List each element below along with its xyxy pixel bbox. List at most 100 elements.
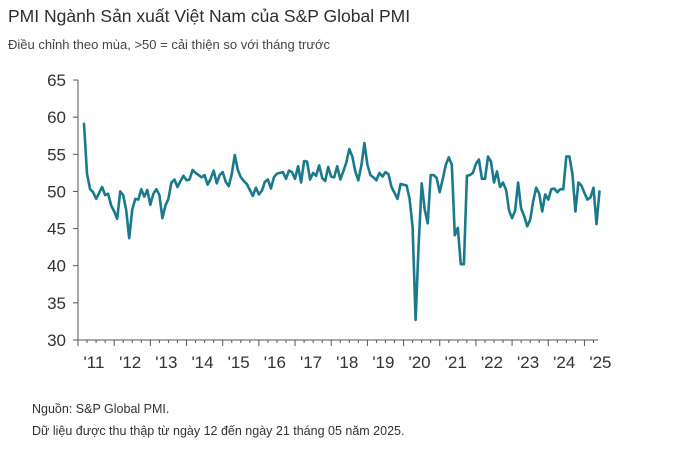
- data-point: [321, 177, 323, 179]
- data-point: [306, 161, 308, 163]
- data-point: [182, 175, 185, 177]
- data-point: [487, 155, 489, 158]
- data-point: [116, 218, 118, 220]
- data-point: [556, 191, 558, 193]
- data-point: [363, 142, 365, 144]
- data-point: [436, 177, 438, 179]
- data-point: [460, 263, 462, 265]
- data-point: [529, 219, 531, 221]
- data-point: [490, 161, 492, 163]
- data-point: [421, 182, 423, 184]
- data-point: [336, 165, 338, 167]
- data-point: [119, 190, 121, 192]
- data-point: [125, 209, 127, 211]
- data-point: [270, 187, 272, 190]
- data-point: [354, 170, 356, 172]
- data-point: [544, 193, 546, 195]
- y-tick-label: 30: [47, 331, 66, 350]
- data-point: [466, 175, 468, 177]
- data-point: [192, 169, 194, 171]
- data-point: [92, 191, 94, 193]
- data-point: [137, 199, 139, 201]
- data-point: [255, 187, 257, 189]
- data-point: [149, 204, 151, 206]
- data-point: [384, 171, 387, 173]
- data-point: [457, 227, 459, 229]
- data-point: [366, 164, 368, 166]
- data-point: [415, 319, 417, 321]
- source-note: Nguồn: S&P Global PMI.: [32, 402, 170, 416]
- data-point: [107, 193, 109, 195]
- x-tick-label: '20: [408, 353, 430, 372]
- data-point: [484, 178, 486, 180]
- data-point: [553, 187, 555, 190]
- data-point: [589, 196, 592, 198]
- plot-area: [82, 122, 601, 322]
- data-point: [393, 192, 396, 194]
- data-point: [198, 174, 200, 176]
- data-point: [396, 198, 399, 200]
- x-tick-label: '24: [553, 353, 575, 372]
- data-point: [252, 195, 254, 197]
- data-point: [282, 171, 284, 173]
- data-point: [469, 174, 471, 176]
- data-point: [134, 198, 136, 200]
- x-tick-label: '13: [155, 353, 177, 372]
- data-point: [113, 210, 115, 213]
- data-point: [98, 192, 100, 194]
- data-point: [568, 155, 571, 158]
- data-point: [454, 234, 456, 236]
- data-point: [170, 181, 172, 184]
- x-tick-label: '15: [228, 353, 250, 372]
- data-point: [234, 154, 236, 156]
- data-point: [357, 179, 359, 181]
- data-point: [225, 181, 227, 183]
- y-tick-label: 45: [47, 220, 66, 239]
- data-point: [185, 179, 188, 181]
- data-point: [86, 173, 88, 175]
- data-point: [267, 178, 269, 181]
- data-point: [550, 188, 552, 190]
- data-point: [499, 186, 501, 188]
- collection-note: Dữ liệu được thu thập từ ngày 12 đến ngà…: [32, 424, 405, 438]
- x-tick-label: '22: [481, 353, 503, 372]
- data-point: [409, 198, 411, 200]
- data-point: [448, 156, 450, 158]
- data-point: [445, 164, 447, 166]
- data-point: [400, 183, 402, 185]
- data-point: [95, 198, 97, 200]
- data-point: [201, 176, 203, 178]
- y-tick-label: 40: [47, 257, 66, 276]
- data-point: [475, 163, 477, 165]
- data-point: [195, 172, 197, 174]
- data-point: [327, 166, 329, 168]
- series-line: [82, 122, 601, 322]
- x-tick-label: '12: [119, 353, 141, 372]
- data-point: [219, 174, 221, 176]
- data-point: [378, 172, 380, 174]
- data-point: [104, 194, 106, 196]
- data-point: [442, 178, 444, 180]
- y-axis: 65 60 55 50 45 40 35 30: [47, 71, 79, 350]
- chart-subtitle: Điều chỉnh theo mùa, >50 = cải thiện so …: [8, 37, 331, 52]
- data-point: [216, 182, 218, 184]
- data-point: [131, 208, 133, 210]
- data-point: [155, 188, 157, 190]
- data-point: [517, 181, 519, 184]
- data-point: [122, 194, 124, 196]
- data-point: [481, 178, 483, 180]
- data-point: [312, 172, 314, 174]
- data-point: [140, 188, 142, 190]
- data-point: [526, 225, 528, 227]
- data-point: [291, 171, 293, 173]
- data-point: [580, 184, 583, 187]
- x-tick-label: '11: [84, 353, 105, 372]
- data-point: [188, 178, 191, 181]
- y-tick-label: 55: [47, 145, 66, 164]
- data-point: [439, 191, 441, 193]
- data-point: [264, 181, 266, 183]
- data-point: [324, 180, 326, 182]
- data-point: [538, 193, 540, 195]
- data-point: [167, 198, 169, 200]
- data-point: [207, 184, 209, 186]
